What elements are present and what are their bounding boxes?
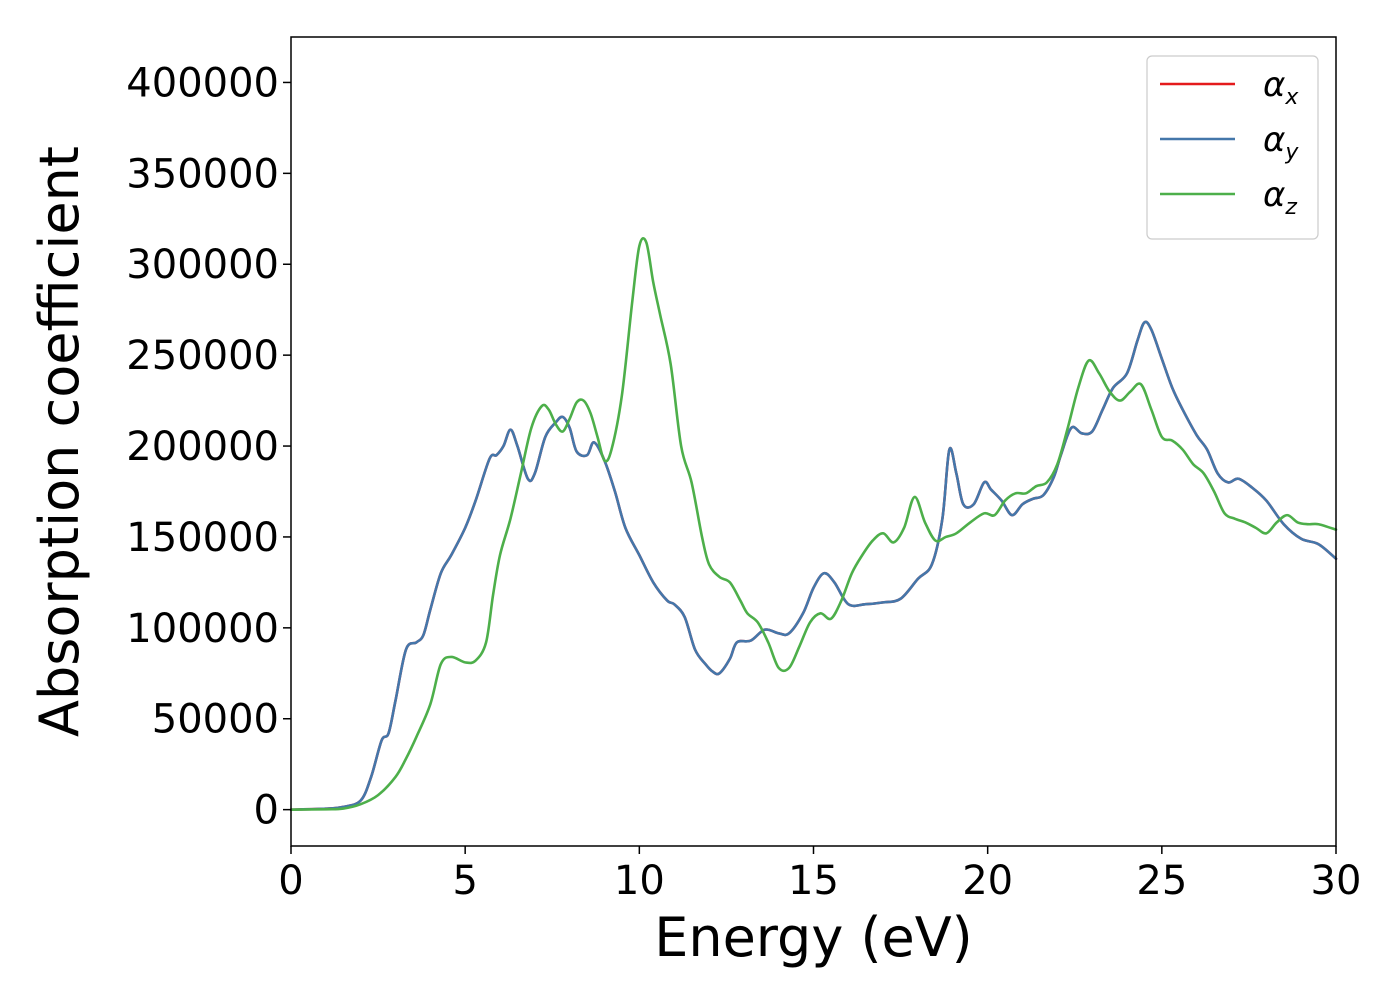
x-axis-title: Energy (eV) bbox=[654, 906, 973, 969]
x-tick-label: 0 bbox=[278, 858, 303, 904]
y-tick-label: 0 bbox=[254, 788, 279, 834]
x-tick-label: 10 bbox=[614, 858, 665, 904]
x-tick-label: 5 bbox=[452, 858, 477, 904]
series-line-x bbox=[289, 320, 1338, 811]
y-tick-label: 150000 bbox=[126, 515, 279, 561]
y-tick-label: 200000 bbox=[126, 424, 279, 470]
series-line-z bbox=[289, 237, 1338, 811]
y-tick-label: 400000 bbox=[126, 60, 279, 106]
y-tick-label: 50000 bbox=[152, 697, 279, 743]
x-tick-label: 25 bbox=[1136, 858, 1187, 904]
x-tick-label: 15 bbox=[788, 858, 839, 904]
x-axis: 0 5 10 15 20 25 30 bbox=[278, 846, 1361, 904]
x-tick-label: 30 bbox=[1311, 858, 1362, 904]
y-axis: 0 50000 100000 150000 200000 250000 300000 3500… bbox=[126, 60, 291, 834]
y-tick-label: 350000 bbox=[126, 151, 279, 197]
series-lines bbox=[289, 237, 1338, 811]
series-line-y bbox=[289, 320, 1338, 811]
y-axis-title: Absorption coefficient bbox=[28, 146, 91, 737]
y-tick-label: 100000 bbox=[126, 606, 279, 652]
y-tick-label: 300000 bbox=[126, 242, 279, 288]
x-tick-label: 20 bbox=[962, 858, 1013, 904]
y-tick-label: 250000 bbox=[126, 333, 279, 379]
